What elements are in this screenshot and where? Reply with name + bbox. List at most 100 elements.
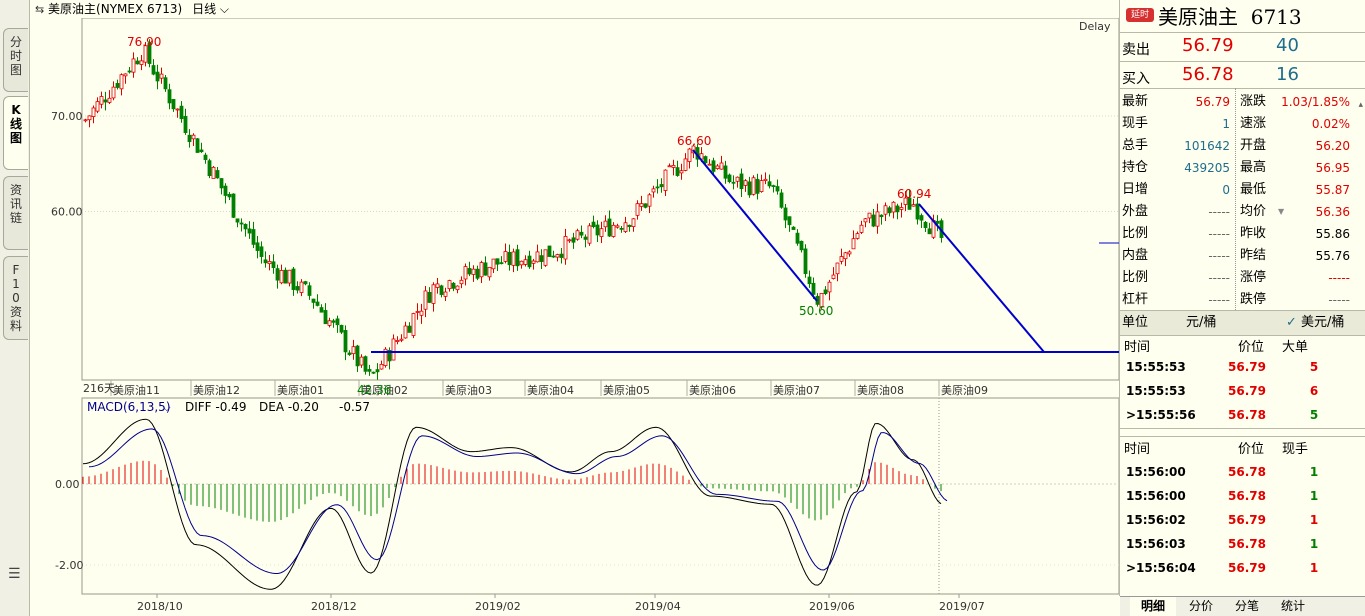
candle-body bbox=[403, 325, 408, 339]
scroll-up-icon[interactable]: ▴ bbox=[1358, 100, 1363, 110]
unit-alt-toggle[interactable]: ✓ 美元/桶 bbox=[1286, 311, 1344, 335]
candle-body bbox=[783, 207, 788, 221]
candle-body bbox=[387, 349, 392, 362]
stat-label: 总手 bbox=[1122, 138, 1149, 153]
instrument-name: 美原油主 6713 bbox=[1158, 4, 1302, 30]
row-time: >15:56:04 bbox=[1126, 561, 1196, 575]
candle-body bbox=[643, 203, 648, 208]
candle-body bbox=[855, 233, 860, 239]
tab-kline[interactable]: K线图 bbox=[3, 96, 28, 170]
month-label: 美原油02 bbox=[361, 383, 408, 397]
candle-body bbox=[819, 293, 824, 308]
row-price: 56.79 bbox=[1228, 360, 1266, 374]
ask-volume: 40 bbox=[1276, 35, 1299, 56]
candle-body bbox=[911, 204, 916, 207]
candle-body bbox=[471, 268, 476, 275]
candle-body bbox=[679, 170, 684, 174]
candle-body bbox=[535, 251, 540, 263]
candle-body bbox=[499, 262, 504, 265]
candle-body bbox=[103, 99, 108, 103]
candle-body bbox=[735, 176, 740, 182]
big-order-row: >15:55:56 56.78 5 bbox=[1120, 403, 1365, 427]
candle-body bbox=[479, 262, 484, 278]
instrument-title: 美原油主(NYMEX 6713) bbox=[48, 2, 183, 16]
candle-body bbox=[235, 218, 240, 223]
tab-price-dist[interactable]: 分价 bbox=[1178, 597, 1224, 616]
candle-body bbox=[919, 215, 924, 221]
candle-body bbox=[551, 255, 556, 258]
candle-body bbox=[607, 218, 612, 237]
candle-body bbox=[271, 261, 276, 269]
row-time: 15:55:53 bbox=[1126, 384, 1186, 398]
bid-row: 买入 56.78 16 bbox=[1120, 62, 1365, 90]
tab-intraday-label: 分时图 bbox=[9, 35, 22, 77]
candle-body bbox=[367, 369, 372, 372]
tab-detail-label: 明细 bbox=[1140, 599, 1165, 613]
candle-body bbox=[223, 185, 228, 196]
candle-body bbox=[119, 74, 124, 90]
candle-body bbox=[547, 245, 552, 257]
candle-body bbox=[719, 162, 724, 170]
row-time: >15:55:56 bbox=[1126, 408, 1196, 422]
ask-row: 卖出 56.79 40 bbox=[1120, 33, 1365, 61]
candle-body bbox=[423, 290, 428, 310]
candle-body bbox=[691, 145, 696, 154]
candle-body bbox=[663, 169, 668, 191]
kline-chart[interactable]: 70.00 60.00 美原油11 美原油12 美原油01 美原油02 美原油03 美原油04… bbox=[31, 18, 1119, 616]
instrument-code: 6713 bbox=[1250, 5, 1302, 29]
candle-body bbox=[787, 216, 792, 226]
candle-body bbox=[463, 266, 468, 280]
candle-body bbox=[307, 285, 312, 296]
candle-body bbox=[99, 96, 104, 105]
tab-stats[interactable]: 统计 bbox=[1270, 597, 1316, 616]
month-label: 美原油01 bbox=[277, 383, 324, 397]
candle-body bbox=[451, 282, 456, 289]
candle-body bbox=[211, 166, 216, 179]
tab-detail[interactable]: 明细 bbox=[1130, 597, 1176, 616]
candle-body bbox=[331, 320, 336, 323]
row-qty: 1 bbox=[1309, 537, 1319, 551]
candle-body bbox=[883, 205, 888, 215]
macd-panel-frame bbox=[81, 397, 1119, 595]
date-label: 2019/04 bbox=[635, 600, 681, 613]
big-order-row: 15:55:53 56.79 6 bbox=[1120, 379, 1365, 403]
tab-news[interactable]: 资讯链 bbox=[3, 176, 28, 250]
stat-left-5: 外盘 ----- bbox=[1120, 201, 1234, 223]
tick-row: 15:56:00 56.78 1 bbox=[1120, 460, 1365, 484]
row-qty: 5 bbox=[1309, 360, 1319, 374]
main-panel-frame bbox=[81, 18, 1119, 381]
month-label: 美原油11 bbox=[113, 383, 160, 397]
candle-body bbox=[655, 186, 660, 189]
candle-body bbox=[259, 246, 264, 257]
candle-body bbox=[239, 222, 244, 225]
candle-body bbox=[739, 173, 744, 190]
chevron-down-icon[interactable]: ▼ bbox=[1278, 207, 1285, 216]
stat-value: ----- bbox=[1208, 205, 1230, 219]
tab-news-label: 资讯链 bbox=[9, 183, 22, 225]
period-select[interactable]: 日线 ⌵ bbox=[192, 2, 229, 16]
candle-body bbox=[187, 134, 192, 143]
candle-body bbox=[459, 279, 464, 285]
candle-body bbox=[723, 165, 728, 179]
stat-right-2: 开盘 56.20 bbox=[1238, 135, 1354, 157]
stat-left-3: 持仓 439205 bbox=[1120, 157, 1234, 179]
tab-tick[interactable]: 分笔 bbox=[1224, 597, 1270, 616]
y-tick-label: 70.00 bbox=[51, 110, 83, 123]
stat-value: ----- bbox=[1208, 271, 1230, 285]
candle-body bbox=[891, 201, 896, 213]
tab-f10[interactable]: F10资料 bbox=[3, 256, 28, 340]
tab-intraday[interactable]: 分时图 bbox=[3, 28, 28, 92]
candle-body bbox=[923, 221, 928, 228]
candle-body bbox=[771, 185, 776, 187]
candle-body bbox=[363, 356, 368, 372]
candle-body bbox=[399, 338, 404, 341]
swap-icon[interactable]: ⇆ bbox=[35, 3, 45, 16]
row-price: 56.78 bbox=[1228, 489, 1266, 503]
trendline-down-2 bbox=[918, 203, 1045, 353]
chevron-down-icon: ⌵ bbox=[163, 403, 171, 414]
stats-divider bbox=[1235, 88, 1236, 310]
menu-icon[interactable]: ☰ bbox=[8, 566, 21, 582]
candle-body bbox=[595, 224, 600, 236]
stat-left-0: 最新 56.79 bbox=[1120, 91, 1234, 113]
candle-body bbox=[703, 156, 708, 164]
